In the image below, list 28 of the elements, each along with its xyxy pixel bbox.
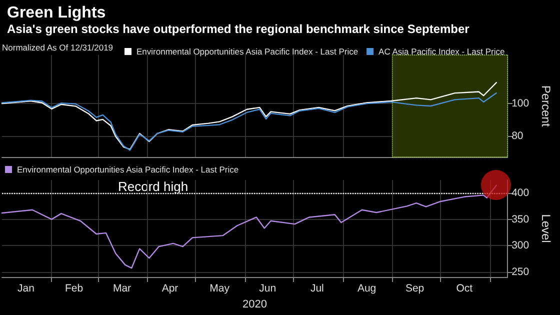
- x-tick-label: Feb: [64, 282, 84, 294]
- line-series: [1, 92, 497, 151]
- y-tick-label: 300: [512, 240, 530, 252]
- line-series: [1, 82, 497, 150]
- legend-label: Environmental Opportunities Asia Pacific Index - Last Price: [17, 164, 239, 174]
- x-tick-label: Aug: [357, 282, 376, 294]
- legend-label: AC Asia Pacific Index - Last Price: [378, 46, 505, 56]
- x-tick-label: May: [210, 282, 230, 294]
- y-axis-title: Percent: [539, 85, 553, 128]
- y-tick-label: 350: [512, 213, 530, 226]
- x-tick-label: Oct: [456, 282, 473, 294]
- x-tick-label: Jul: [310, 282, 324, 294]
- x-tick-label: Jan: [18, 282, 35, 294]
- chart-title: Green Lights: [7, 4, 106, 22]
- chart-subtitle: Asia's green stocks have outperformed the regional benchmark since September: [7, 22, 470, 36]
- x-tick-label: Sep: [405, 282, 424, 294]
- legend-title: Normalized As Of 12/31/2019: [2, 42, 114, 52]
- legend-label: Environmental Opportunities Asia Pacific Index - Last Price: [136, 46, 358, 56]
- x-tick-label: Jun: [259, 282, 276, 294]
- x-tick-label: Mar: [112, 282, 132, 294]
- y-tick-label: 100: [512, 98, 530, 110]
- y-axis-title: Level: [539, 214, 553, 243]
- x-tick-label: Apr: [162, 282, 179, 294]
- y-tick-label: 250: [512, 266, 530, 278]
- y-tick-label: 80: [512, 130, 524, 142]
- annotation: Record high: [118, 179, 188, 194]
- y-tick-label: 400: [512, 187, 530, 200]
- x-axis-title: 2020: [242, 298, 268, 310]
